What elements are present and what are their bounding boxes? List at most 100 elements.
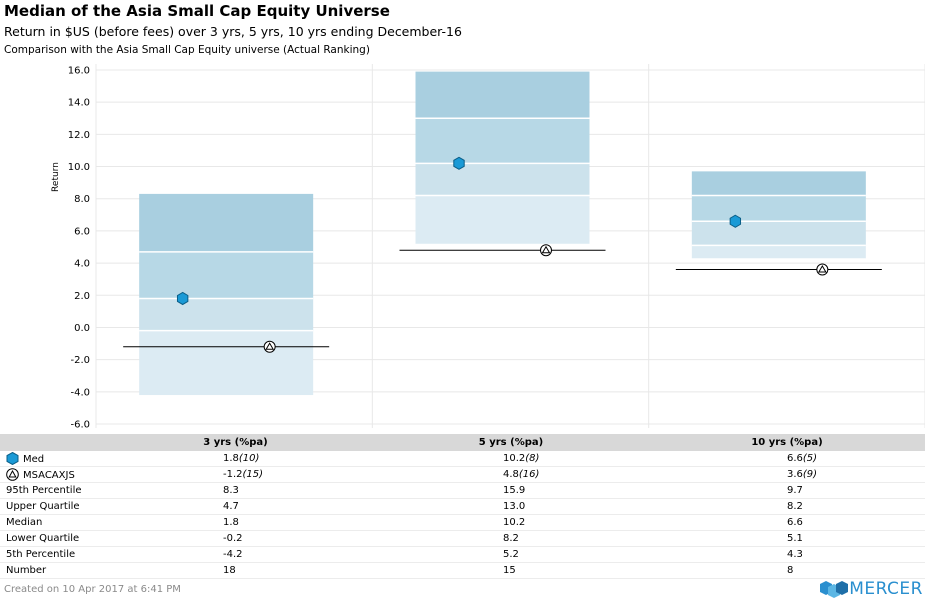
percentile-band: [139, 298, 314, 331]
row-label-text: MSACAXJS: [23, 470, 75, 481]
y-tick-label: 12.0: [68, 130, 90, 141]
row-label: Upper Quartile: [0, 498, 98, 515]
y-tick-label: 6.0: [74, 226, 90, 237]
table-row: Upper Quartile 4.7 13.0 8.2: [0, 498, 925, 515]
table-cell: 15: [373, 562, 649, 579]
cell-value: 4.7: [223, 501, 239, 512]
row-label-text: Upper Quartile: [6, 501, 80, 512]
y-tick-label: 14.0: [68, 98, 90, 109]
percentile-band: [415, 118, 590, 164]
table-cell: 10.2: [373, 514, 649, 531]
median-marker: [729, 214, 742, 228]
cell-value: 5.1: [787, 533, 803, 544]
row-label: Med: [0, 451, 98, 467]
percentile-band: [139, 193, 314, 252]
table-cell: -4.2: [98, 546, 373, 563]
row-label: 5th Percentile: [0, 546, 98, 563]
percentile-chart: 16.0 14.0 12.0 10.0 8.0 6.0 4.0 2.0 0.0 -2.0 -4.0 -…: [51, 64, 925, 431]
table-cell: 5.2: [373, 546, 649, 563]
percentile-band: [691, 245, 866, 259]
cell-rank: (16): [518, 469, 540, 480]
percentile-band: [415, 163, 590, 196]
table-cell: 4.8(16): [373, 466, 649, 483]
table-cell: 13.0: [373, 498, 649, 515]
cell-value: 8.2: [787, 501, 803, 512]
percentile-band: [415, 71, 590, 119]
table-cell: 8: [649, 562, 925, 579]
table-cell: 4.7: [98, 498, 373, 515]
row-label: Median: [0, 514, 98, 531]
table-cell: 8.2: [649, 498, 925, 515]
table-cell: 9.7: [649, 482, 925, 499]
cell-value: 4.8: [503, 469, 519, 480]
table-cell: -1.2(15): [98, 466, 373, 483]
row-label: MSACAXJS: [0, 466, 98, 483]
table-header-row: 3 yrs (%pa) 5 yrs (%pa) 10 yrs (%pa): [0, 434, 925, 451]
table-cell: 18: [98, 562, 373, 579]
cell-value: -1.2: [223, 469, 243, 480]
y-tick-label: 8.0: [74, 194, 90, 205]
cell-value: 15: [503, 565, 516, 576]
hexagon-icon: [6, 451, 19, 466]
percentile-band: [139, 251, 314, 299]
cell-rank: (10): [238, 453, 260, 464]
table-header-blank: [0, 434, 98, 451]
row-label-text: Lower Quartile: [6, 533, 80, 544]
mercer-logo: MERCER: [819, 579, 923, 599]
y-tick-label: 0.0: [74, 323, 90, 334]
table-row: 95th Percentile 8.3 15.9 9.7: [0, 482, 925, 499]
y-tick-label: 16.0: [68, 66, 90, 77]
cell-value: 6.6: [787, 517, 803, 528]
chart-title: Median of the Asia Small Cap Equity Univ…: [4, 2, 390, 20]
table-cell: 8.2: [373, 530, 649, 547]
cell-value: 5.2: [503, 549, 519, 560]
table-cell: 6.6(5): [649, 451, 925, 467]
table-header-5yrs: 5 yrs (%pa): [373, 434, 649, 451]
percentile-band: [139, 330, 314, 396]
table-cell: 15.9: [373, 482, 649, 499]
cell-rank: (8): [525, 453, 540, 464]
table-cell: 10.2(8): [373, 451, 649, 467]
y-axis-label: Return: [51, 162, 61, 192]
percentile-band: [691, 195, 866, 222]
table-cell: 8.3: [98, 482, 373, 499]
table-header-3yrs: 3 yrs (%pa): [98, 434, 373, 451]
table-cell: -0.2: [98, 530, 373, 547]
table-row: Number 18 15 8: [0, 562, 925, 579]
percentile-band: [415, 195, 590, 244]
cell-value: 8: [787, 565, 794, 576]
median-marker: [176, 291, 189, 306]
table-cell: 6.6: [649, 514, 925, 531]
table-cell: 5.1: [649, 530, 925, 547]
y-tick-label: -2.0: [70, 355, 90, 366]
benchmark-triangle: [265, 342, 275, 350]
cell-rank: (5): [802, 453, 818, 464]
chart-comparison-note: Comparison with the Asia Small Cap Equit…: [4, 44, 370, 56]
y-tick-label: 4.0: [74, 259, 90, 270]
row-label-text: 5th Percentile: [6, 549, 76, 560]
y-tick-label: -4.0: [70, 387, 90, 398]
y-tick-label: 10.0: [68, 162, 90, 173]
cell-value: 3.6: [787, 469, 803, 480]
table-row: MSACAXJS -1.2(15) 4.8(16) 3.6(9): [0, 466, 925, 483]
cell-value: 15.9: [503, 485, 526, 496]
marker-layer: [123, 156, 882, 353]
y-tick-label: -6.0: [70, 420, 90, 431]
row-label: Number: [0, 562, 98, 579]
cell-value: 1.8: [223, 517, 239, 528]
cell-value: 13.0: [503, 501, 526, 512]
row-label-text: Number: [6, 565, 47, 576]
benchmark-triangle: [817, 265, 827, 273]
table-row: Lower Quartile -0.2 8.2 5.1: [0, 530, 925, 547]
y-tick-label: 2.0: [74, 291, 90, 302]
cell-value: 4.3: [787, 549, 803, 560]
table-row: Median 1.8 10.2 6.6: [0, 514, 925, 531]
cell-value: 1.8: [223, 453, 239, 464]
cell-value: 10.2: [503, 453, 526, 464]
benchmark-triangle: [541, 245, 551, 254]
row-label: Lower Quartile: [0, 530, 98, 547]
stats-table: 3 yrs (%pa) 5 yrs (%pa) 10 yrs (%pa) Med…: [0, 434, 925, 579]
cell-value: 18: [223, 565, 236, 576]
cell-value: 9.7: [787, 485, 803, 496]
mercer-logo-icon: [820, 581, 849, 598]
